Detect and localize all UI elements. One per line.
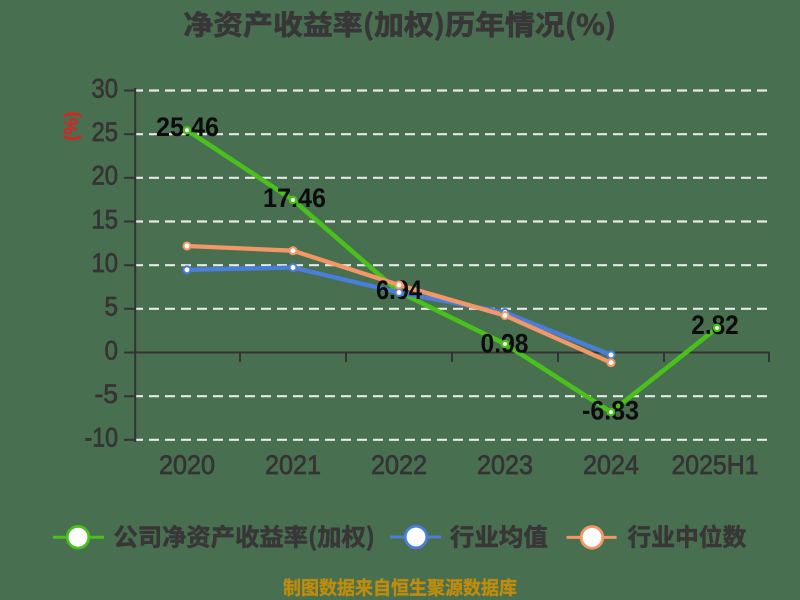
- svg-text:(%): (%): [62, 111, 83, 141]
- svg-text:2020: 2020: [159, 450, 215, 480]
- svg-text:20: 20: [92, 161, 119, 191]
- svg-text:2024: 2024: [583, 450, 639, 480]
- svg-text:30: 30: [92, 73, 119, 103]
- svg-text:25: 25: [92, 117, 119, 147]
- svg-text:0: 0: [105, 335, 119, 365]
- svg-text:10: 10: [92, 248, 119, 278]
- svg-text:2022: 2022: [371, 450, 427, 480]
- svg-text:2025H1: 2025H1: [672, 450, 759, 480]
- svg-text:2023: 2023: [477, 450, 533, 480]
- svg-text:2021: 2021: [265, 450, 321, 480]
- svg-text:15: 15: [92, 204, 119, 234]
- svg-text:-5: -5: [95, 379, 119, 409]
- svg-text:-10: -10: [85, 423, 119, 453]
- svg-text:5: 5: [105, 292, 119, 322]
